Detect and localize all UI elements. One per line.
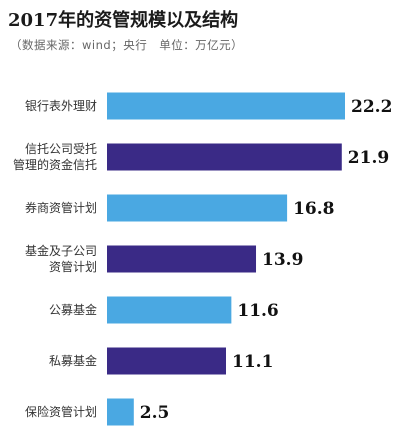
value-label-5: 11.1 bbox=[232, 352, 273, 372]
value-label-6: 2.5 bbox=[140, 403, 170, 423]
bar-3 bbox=[107, 245, 257, 273]
bar-5 bbox=[107, 347, 226, 375]
category-label-3: 基金及子公司资管计划 bbox=[25, 243, 97, 274]
bar-6 bbox=[107, 398, 134, 426]
bar-4 bbox=[107, 296, 232, 324]
value-label-4: 11.6 bbox=[237, 301, 278, 321]
chart-subtitle: （数据来源：wind；央行 单位：万亿元） bbox=[10, 38, 244, 52]
value-label-1: 21.9 bbox=[348, 148, 389, 168]
category-label-6: 保险资管计划 bbox=[25, 404, 97, 419]
value-label-0: 22.2 bbox=[351, 97, 392, 117]
bar-0 bbox=[107, 92, 345, 120]
value-label-2: 16.8 bbox=[293, 199, 334, 219]
chart-title: 2017年的资管规模以及结构 bbox=[8, 10, 239, 31]
category-label-0: 银行表外理财 bbox=[25, 99, 97, 113]
value-label-3: 13.9 bbox=[262, 250, 303, 270]
bar-1 bbox=[107, 143, 342, 171]
category-label-5: 私募基金 bbox=[49, 353, 97, 368]
category-label-4: 公募基金 bbox=[49, 302, 97, 317]
bar-2 bbox=[107, 194, 288, 222]
category-label-1: 信托公司受托管理的资金信托 bbox=[13, 142, 97, 172]
category-label-2: 券商资管计划 bbox=[25, 200, 97, 215]
